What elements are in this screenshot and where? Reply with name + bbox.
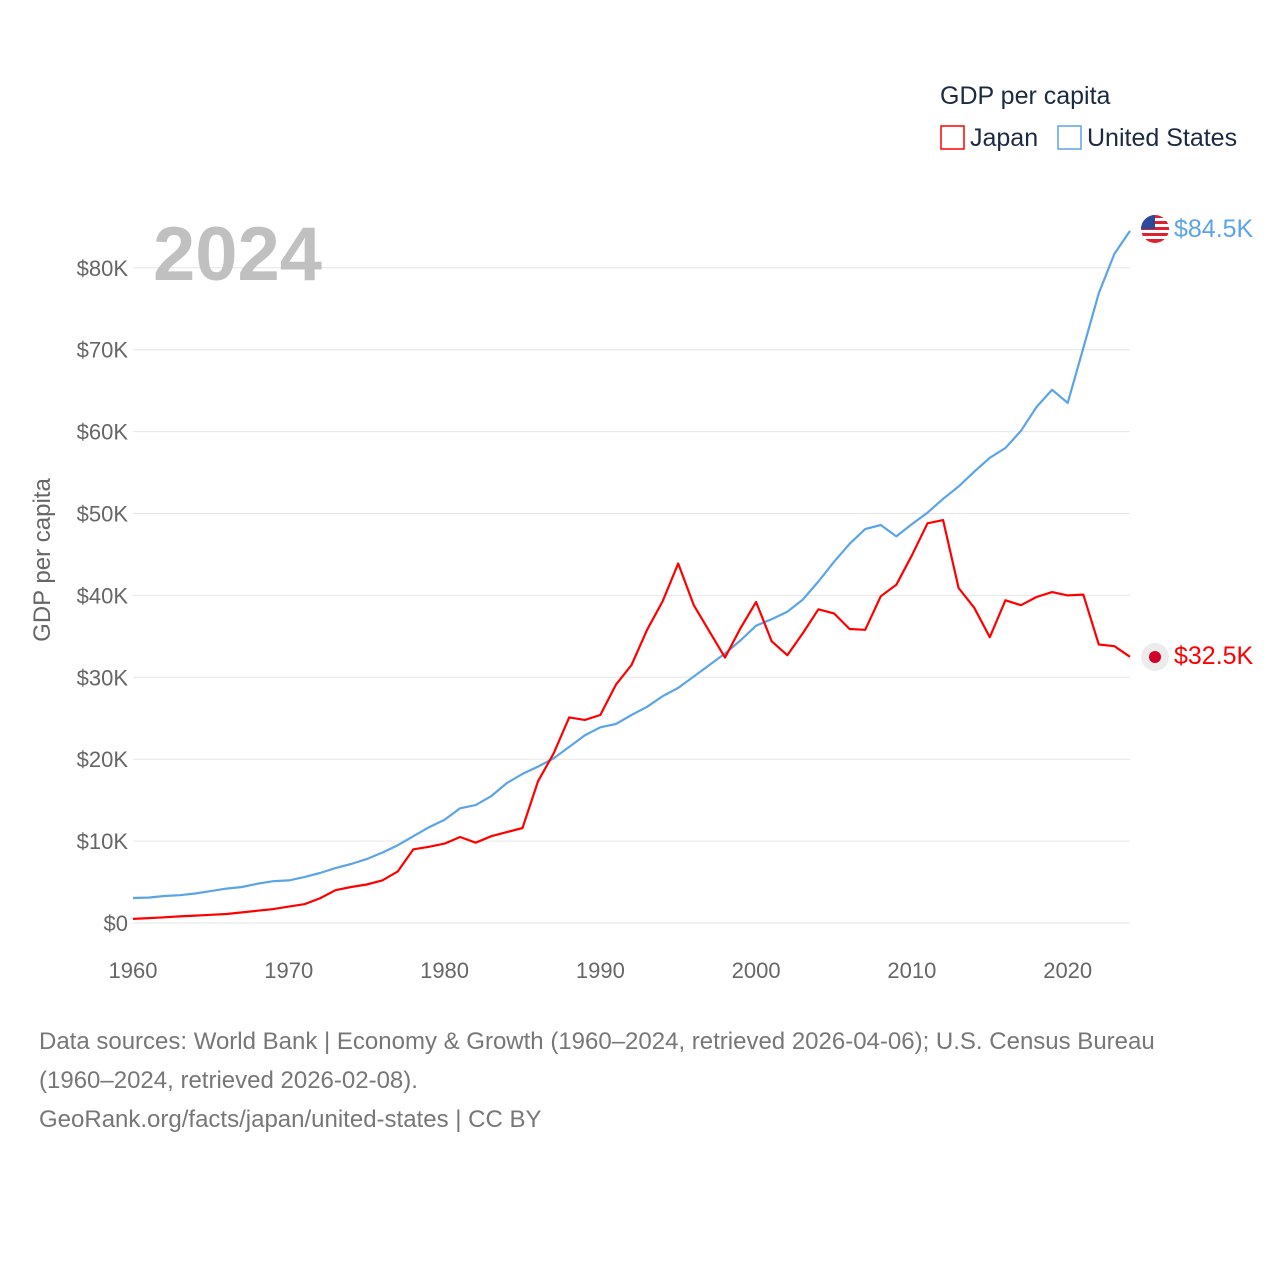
legend-title: GDP per capita <box>940 82 1111 110</box>
gridlines <box>133 267 1130 924</box>
legend: GDP per capita Japan United States <box>940 82 1237 152</box>
y-axis-ticks: $0 $10K $20K $30K $40K $50K $60K $70K $80K <box>77 256 129 936</box>
y-tick-label: $80K <box>77 256 129 281</box>
footer-line-1: Data sources: World Bank | Economy & Gro… <box>39 1028 1155 1055</box>
x-tick-label: 1960 <box>109 958 158 983</box>
y-tick-label: $20K <box>77 747 129 772</box>
x-tick-label: 1990 <box>576 958 625 983</box>
x-tick-label: 2010 <box>887 958 936 983</box>
x-tick-label: 1980 <box>420 958 469 983</box>
y-tick-label: $0 <box>104 911 128 936</box>
legend-label-japan[interactable]: Japan <box>970 124 1038 152</box>
footer-sources: Data sources: World Bank | Economy & Gro… <box>39 1022 1239 1139</box>
y-tick-label: $30K <box>77 665 129 690</box>
x-tick-label: 1970 <box>264 958 313 983</box>
japan-flag-icon <box>1141 643 1169 671</box>
x-tick-label: 2020 <box>1043 958 1092 983</box>
legend-swatch-japan[interactable] <box>940 125 965 150</box>
y-axis-label: GDP per capita <box>29 478 56 642</box>
series-line-japan <box>132 518 1131 920</box>
x-axis-ticks: 1960 1970 1980 1990 2000 2010 2020 <box>109 958 1093 983</box>
series-line-united-states <box>132 230 1131 900</box>
footer-line-2: (1960–2024, retrieved 2026-02-08). <box>39 1067 418 1094</box>
y-tick-label: $50K <box>77 502 129 527</box>
y-tick-label: $70K <box>77 338 129 363</box>
y-tick-label: $40K <box>77 583 129 608</box>
year-label: 2024 <box>153 212 322 297</box>
x-tick-label: 2000 <box>732 958 781 983</box>
us-end-label: $84.5K <box>1174 215 1254 243</box>
legend-swatch-us[interactable] <box>1057 125 1082 150</box>
japan-end-label: $32.5K <box>1174 642 1254 670</box>
footer-line-3[interactable]: GeoRank.org/facts/japan/united-states | … <box>39 1106 542 1133</box>
y-tick-label: $10K <box>77 829 129 854</box>
us-flag-icon <box>1141 215 1169 243</box>
y-tick-label: $60K <box>77 420 129 445</box>
series-lines <box>132 230 1131 920</box>
legend-label-us[interactable]: United States <box>1087 124 1237 152</box>
